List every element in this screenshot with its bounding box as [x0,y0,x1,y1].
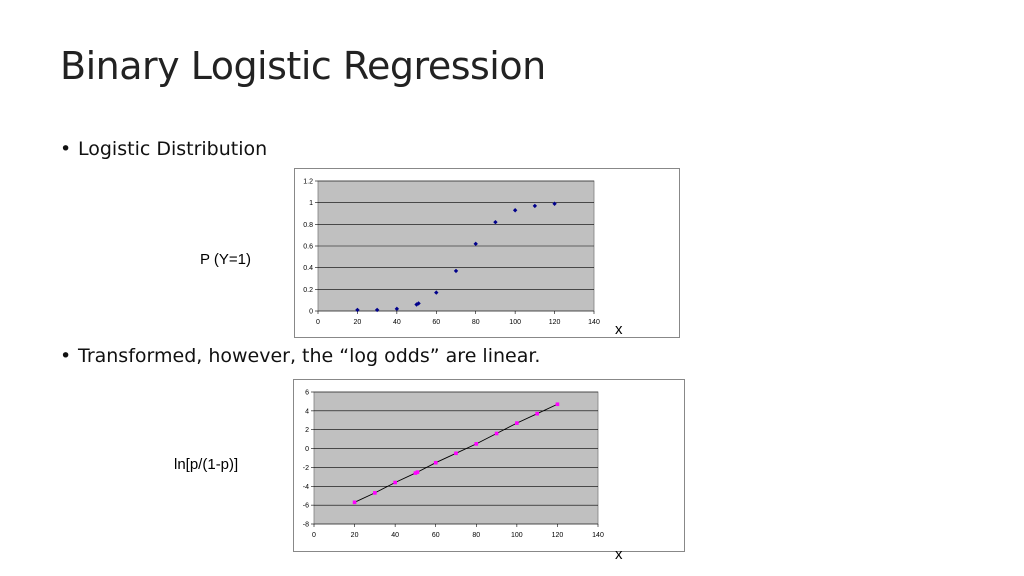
x-tick-label: 80 [472,319,480,326]
x-tick-label: 20 [354,319,362,326]
x-tick-label: 80 [472,532,480,539]
data-point [473,241,478,247]
y-tick-label: -6 [303,503,309,510]
x-tick-label: 0 [316,319,320,326]
data-point [373,491,377,495]
y-tick-label: 0.4 [303,265,313,272]
data-point [494,431,499,436]
logistic-scatter-chart: 0 0.2 0.4 0.6 0.8 1 1.2 0 20 40 60 80 100 120 140 [303,179,600,327]
bullet-text: Transformed, however, the “log odds” are… [78,345,541,367]
data-point [393,480,397,485]
bullet-log-odds: • Transformed, however, the “log odds” ar… [60,345,540,367]
chart2-frame: -8 -6 -4 -2 0 2 4 6 0 20 40 60 80 100 120 140 [293,379,685,552]
series-line [354,403,558,503]
x-tick-label: 140 [588,319,600,326]
y-tick-label: 1 [309,200,313,207]
slide-title: Binary Logistic Regression [60,44,546,88]
data-point [416,301,421,306]
data-point [474,442,479,446]
x-tick-label: 120 [549,319,561,326]
y-tick-label: 0.8 [303,222,313,229]
chart1-frame: 0 0.2 0.4 0.6 0.8 1 1.2 0 20 40 60 80 100 120 140 [294,168,680,338]
bullet-text: Logistic Distribution [78,138,268,160]
data-point [515,421,519,425]
data-point [454,451,458,456]
x-tick-label: 60 [432,532,440,539]
x-tick-label: 120 [552,532,564,539]
plot-area [313,391,599,525]
data-point [555,402,560,407]
y-tick-label: 0.2 [303,287,313,294]
data-point [535,411,539,416]
y-tick-label: -4 [303,484,309,491]
data-point [415,470,420,474]
data-point [493,219,498,225]
x-tick-label: 60 [432,319,440,326]
data-point [453,268,459,274]
bullet-symbol: • [60,138,72,160]
chart1-y-caption: P (Y=1) [200,251,251,268]
data-point [355,307,360,313]
chart1-x-caption: x [615,321,623,338]
data-point [433,460,438,465]
x-tick-label: 20 [351,532,359,539]
x-tick-label: 40 [393,319,401,326]
y-tick-label: 0.6 [303,244,313,251]
data-point [394,306,400,312]
x-tick-label: 40 [391,532,399,539]
y-tick-label: 4 [305,408,309,415]
data-point [374,307,380,313]
y-tick-label: 2 [305,427,309,434]
y-tick-label: 0 [305,446,309,453]
x-tick-label: 100 [511,532,523,539]
y-tick-label: 1.2 [303,179,313,186]
data-point [413,471,418,475]
y-tick-label: 6 [305,390,309,397]
chart2-x-caption: x [615,546,623,563]
data-point [414,302,419,307]
chart2-y-caption: ln[p/(1-p)] [174,456,239,473]
x-tick-label: 140 [592,532,604,539]
bullet-logistic-distribution: • Logistic Distribution [60,138,267,160]
data-point [352,500,357,505]
x-tick-label: 0 [312,532,316,539]
y-tick-label: -2 [303,465,309,472]
y-tick-label: 0 [309,309,313,316]
bullet-symbol: • [60,345,72,367]
data-point [434,290,439,295]
y-tick-label: -8 [303,522,309,529]
x-tick-label: 100 [509,319,521,326]
